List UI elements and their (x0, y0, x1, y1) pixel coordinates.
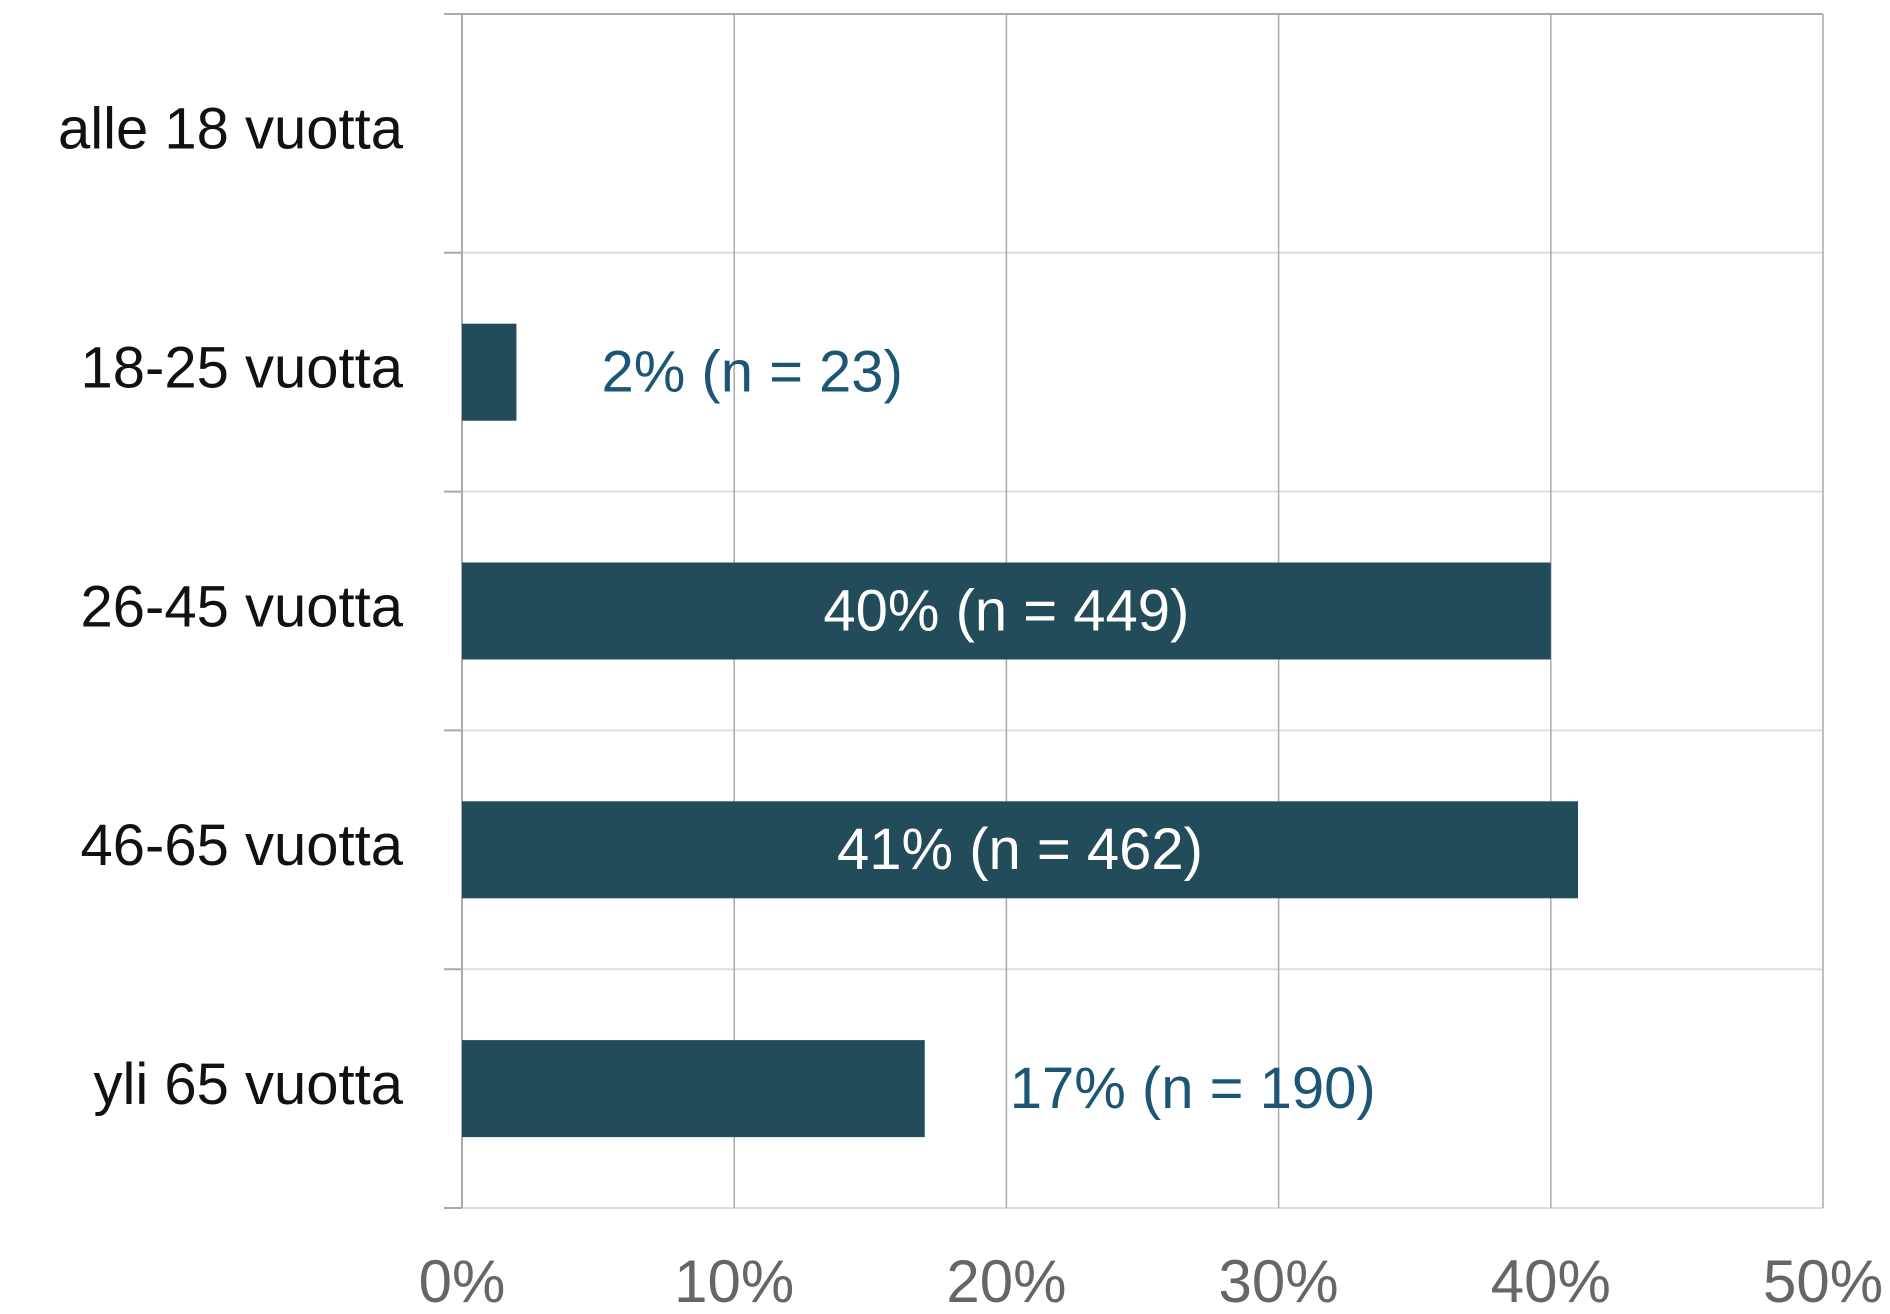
x-tick-label: 30% (1219, 1248, 1339, 1314)
bar (462, 1040, 925, 1138)
category-label: 26-45 vuotta (81, 574, 404, 639)
x-tick-label: 10% (674, 1248, 794, 1314)
bar (462, 562, 1551, 660)
category-label: 18-25 vuotta (81, 336, 404, 401)
bar (462, 323, 517, 421)
bar (462, 801, 1579, 899)
value-label: 17% (n = 190) (1010, 1056, 1376, 1121)
value-label: 2% (n = 23) (601, 340, 902, 405)
category-label: yli 65 vuotta (93, 1052, 403, 1117)
value-label: 40% (n = 449) (823, 578, 1189, 643)
category-label: alle 18 vuotta (58, 97, 404, 162)
x-tick-label: 40% (1491, 1248, 1611, 1314)
category-label: 46-65 vuotta (81, 813, 404, 878)
x-tick-label: 50% (1763, 1248, 1883, 1314)
value-label: 41% (n = 462) (837, 817, 1203, 882)
x-tick-label: 20% (946, 1248, 1066, 1314)
x-tick-label: 0% (419, 1248, 506, 1314)
